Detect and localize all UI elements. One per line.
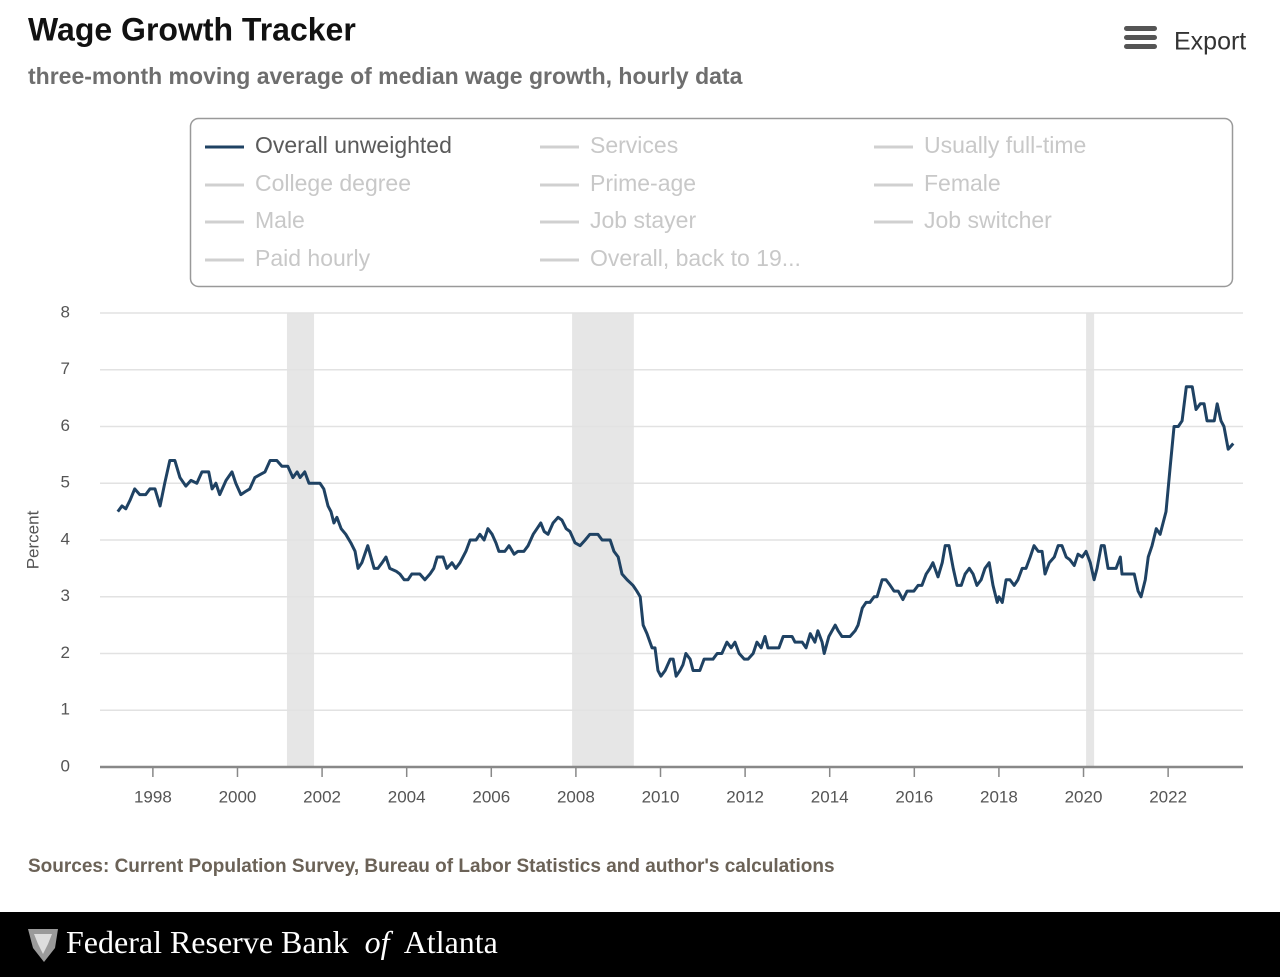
legend-label[interactable]: College degree [255,170,411,196]
menu-icon-bar [1124,35,1157,40]
export-button[interactable]: Export [1124,26,1246,56]
x-tick-label: 2016 [895,787,933,806]
legend-label[interactable]: Overall, back to 19... [590,245,801,271]
legend-label[interactable]: Services [590,132,678,158]
footer-text: Federal Reserve Bank of Atlanta [66,924,498,960]
y-axis-title: Percent [23,510,42,569]
legend-box [189,117,1234,288]
x-tick-label: 2014 [811,787,849,806]
plot-area: 0 1 2 3 4 5 6 7 8 1998 2000 2002 2004 2006 2008 2010 201… [61,302,1243,806]
x-tick-label: 2022 [1149,787,1187,806]
footer-part: of [365,924,394,960]
legend-item[interactable]: Job stayer [540,207,696,233]
menu-icon-bar [1124,44,1157,49]
footer-bar [0,912,1280,977]
legend-label[interactable]: Job switcher [924,207,1052,233]
x-tick-label: 2020 [1065,787,1103,806]
legend-label[interactable]: Female [924,170,1001,196]
chart-title: Wage Growth Tracker [28,11,356,47]
legend: Overall unweighted Services Usually full-t… [205,132,1086,271]
legend-item[interactable]: Overall, back to 19... [540,245,801,271]
x-tick-label: 2002 [303,787,341,806]
y-tick-label: 6 [61,416,70,435]
y-tick-label: 4 [61,529,70,548]
legend-item[interactable]: Overall unweighted [205,132,452,158]
data-line [116,385,1235,678]
legend-label[interactable]: Prime-age [590,170,696,196]
x-tick-label: 1998 [134,787,172,806]
legend-item[interactable]: Services [540,132,678,158]
x-tick-label: 2018 [980,787,1018,806]
x-tick-label: 2008 [557,787,595,806]
x-tick-label: 2006 [472,787,510,806]
legend-label[interactable]: Overall unweighted [255,132,452,158]
footer-part: Atlanta [404,924,498,960]
y-tick-label: 3 [61,586,70,605]
legend-label[interactable]: Usually full-time [924,132,1086,158]
legend-label[interactable]: Job stayer [590,207,696,233]
y-tick-label: 5 [61,473,70,492]
x-tick-label: 2012 [726,787,764,806]
legend-label[interactable]: Male [255,207,305,233]
legend-label[interactable]: Paid hourly [255,245,371,271]
y-tick-label: 8 [61,302,70,321]
legend-item[interactable]: Paid hourly [205,245,371,271]
y-tick-label: 0 [61,756,70,775]
x-tick-label: 2000 [219,787,257,806]
legend-item[interactable]: Prime-age [540,170,696,196]
footer-part: Federal Reserve Bank [66,924,349,960]
chart-subtitle: three-month moving average of median wag… [28,63,743,89]
legend-item[interactable]: Job switcher [874,207,1052,233]
menu-icon-bar [1124,26,1157,31]
x-tick-label: 2004 [388,787,426,806]
y-tick-label: 1 [61,700,70,719]
legend-item[interactable]: College degree [205,170,411,196]
y-tick-label: 7 [61,359,70,378]
source-note: Sources: Current Population Survey, Bure… [28,856,835,877]
footer-logo-detail [34,934,52,954]
legend-item[interactable]: Female [874,170,1001,196]
export-label[interactable]: Export [1174,28,1246,56]
legend-item[interactable]: Male [205,207,305,233]
y-tick-label: 2 [61,643,70,662]
x-tick-label: 2010 [642,787,680,806]
legend-item[interactable]: Usually full-time [874,132,1086,158]
